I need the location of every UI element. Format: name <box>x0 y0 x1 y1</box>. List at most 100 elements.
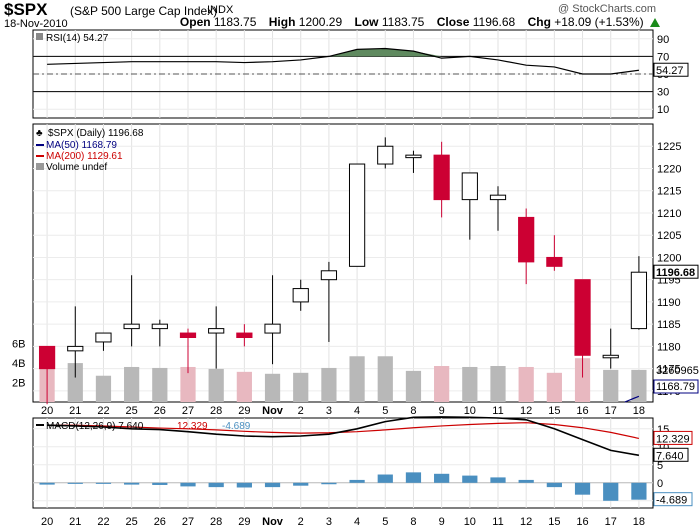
x-axis-label: 26 <box>154 516 166 528</box>
macd-hist-legend: -4.689 <box>222 421 251 432</box>
candle-body <box>546 256 563 267</box>
x-axis-label: 16 <box>576 405 588 417</box>
chg-value: +18.09 (+1.53%) <box>554 15 644 29</box>
x-axis-label: 17 <box>605 516 617 528</box>
x-axis-label: 20 <box>41 405 53 417</box>
up-arrow-icon <box>650 18 660 27</box>
candle-body <box>67 345 84 352</box>
x-axis-label: 8 <box>410 405 416 417</box>
x-axis-label: 9 <box>439 405 445 417</box>
volume-bar <box>518 366 534 402</box>
volume-bar <box>124 366 140 402</box>
macd-histogram-bar <box>462 475 478 483</box>
low-label: Low <box>354 15 379 29</box>
macd-histogram-bar <box>293 482 309 486</box>
macd-histogram-bar <box>574 482 591 495</box>
macd-tick-label: 0 <box>657 478 663 490</box>
x-axis-label: 11 <box>492 405 503 417</box>
volume-tick-label: 6B <box>12 339 25 351</box>
price-tick-label: 1215 <box>657 186 681 198</box>
ma200-legend: MA(200) 1129.61 <box>46 151 123 162</box>
x-axis-label: 25 <box>126 516 138 528</box>
volume-bar <box>405 370 422 402</box>
macd-histogram-bar <box>546 482 562 488</box>
x-axis-label: 10 <box>464 516 476 528</box>
chg-label: Chg <box>527 15 551 29</box>
x-axis-label: 25 <box>126 405 138 417</box>
macd-histogram-bar <box>405 472 422 483</box>
watermark[interactable]: @ StockCharts.com <box>558 3 656 15</box>
x-axis-label: 3 <box>326 516 332 528</box>
macd-histogram-bar <box>434 473 450 483</box>
x-axis-label: 22 <box>97 405 109 417</box>
macd-histogram-bar <box>67 482 83 484</box>
volume-value-label: 3260965 <box>656 365 699 377</box>
x-axis-label: 20 <box>41 516 53 528</box>
close-label: Close <box>436 15 470 29</box>
price-legend: $SPX (Daily) 1196.68 <box>48 128 144 139</box>
macd-panel-frame <box>32 417 654 509</box>
volume-bar <box>293 372 309 402</box>
price-tick-label: 1185 <box>657 319 681 331</box>
macd-histogram-bar <box>152 482 168 485</box>
candle-body <box>377 145 394 165</box>
macd-histogram-bar <box>264 482 281 488</box>
index-name: (S&P 500 Large Cap Index) <box>70 4 218 18</box>
macd-histogram-bar <box>39 482 55 485</box>
volume-bar <box>321 367 337 402</box>
x-axis-label: 15 <box>548 405 560 417</box>
macd-histogram-bar <box>490 477 506 483</box>
macd-histogram-bar <box>603 482 619 501</box>
high-label: High <box>268 15 296 29</box>
rsi-tick-label: 90 <box>657 34 669 46</box>
x-axis-label: 9 <box>439 516 445 528</box>
open-label: Open <box>179 15 211 29</box>
candle-body <box>433 154 450 201</box>
x-axis-label: 2 <box>298 516 304 528</box>
rsi-overbought-fill <box>47 48 639 57</box>
macd-histogram-bar <box>377 474 393 483</box>
x-axis-label: 4 <box>354 516 360 528</box>
x-axis-label: 29 <box>238 516 250 528</box>
x-axis-label: 27 <box>182 405 194 417</box>
x-axis-label: 17 <box>605 405 617 417</box>
x-axis-label: 28 <box>210 405 222 417</box>
x-axis-label: 18 <box>633 516 645 528</box>
macd-hist-label: -4.689 <box>656 495 687 507</box>
open-value: 1183.75 <box>213 15 257 29</box>
candle-body <box>236 332 253 339</box>
ma50-value-label: 1168.79 <box>656 381 695 393</box>
macd-histogram-bar <box>208 482 224 488</box>
exchange-label: INDX <box>207 4 234 16</box>
price-legend-icon: ♣ <box>36 128 43 139</box>
macd-line <box>47 416 640 457</box>
candle-body <box>489 194 507 201</box>
candle-body <box>292 288 309 303</box>
candle-body <box>320 270 338 281</box>
rsi-last-value: 54.27 <box>656 65 684 77</box>
candle-body <box>405 154 422 159</box>
price-tick-label: 1175 <box>657 364 681 376</box>
candle-body <box>208 328 225 334</box>
macd-tick-label: 5 <box>657 460 663 472</box>
candle-body <box>95 332 112 343</box>
x-axis-label: 22 <box>97 516 109 528</box>
volume-bar <box>377 356 393 402</box>
volume-bar <box>349 356 365 402</box>
volume-bar <box>236 371 252 402</box>
last-close-label: 1196.68 <box>656 267 695 279</box>
price-tick-label: 1225 <box>657 141 681 153</box>
x-axis-label: 26 <box>154 405 166 417</box>
x-axis-label: 15 <box>548 516 560 528</box>
macd-hist-box <box>653 492 693 507</box>
candle-body <box>602 354 619 359</box>
volume-bar <box>546 372 562 402</box>
ma50-line <box>624 395 640 403</box>
macd-histogram-bar <box>349 479 365 483</box>
candle-body <box>38 345 56 370</box>
rsi-legend: RSI(14) 54.27 <box>46 33 109 44</box>
volume-legend-swatch <box>36 163 44 170</box>
rsi-legend-swatch <box>36 33 43 40</box>
x-axis-label: 3 <box>326 405 332 417</box>
